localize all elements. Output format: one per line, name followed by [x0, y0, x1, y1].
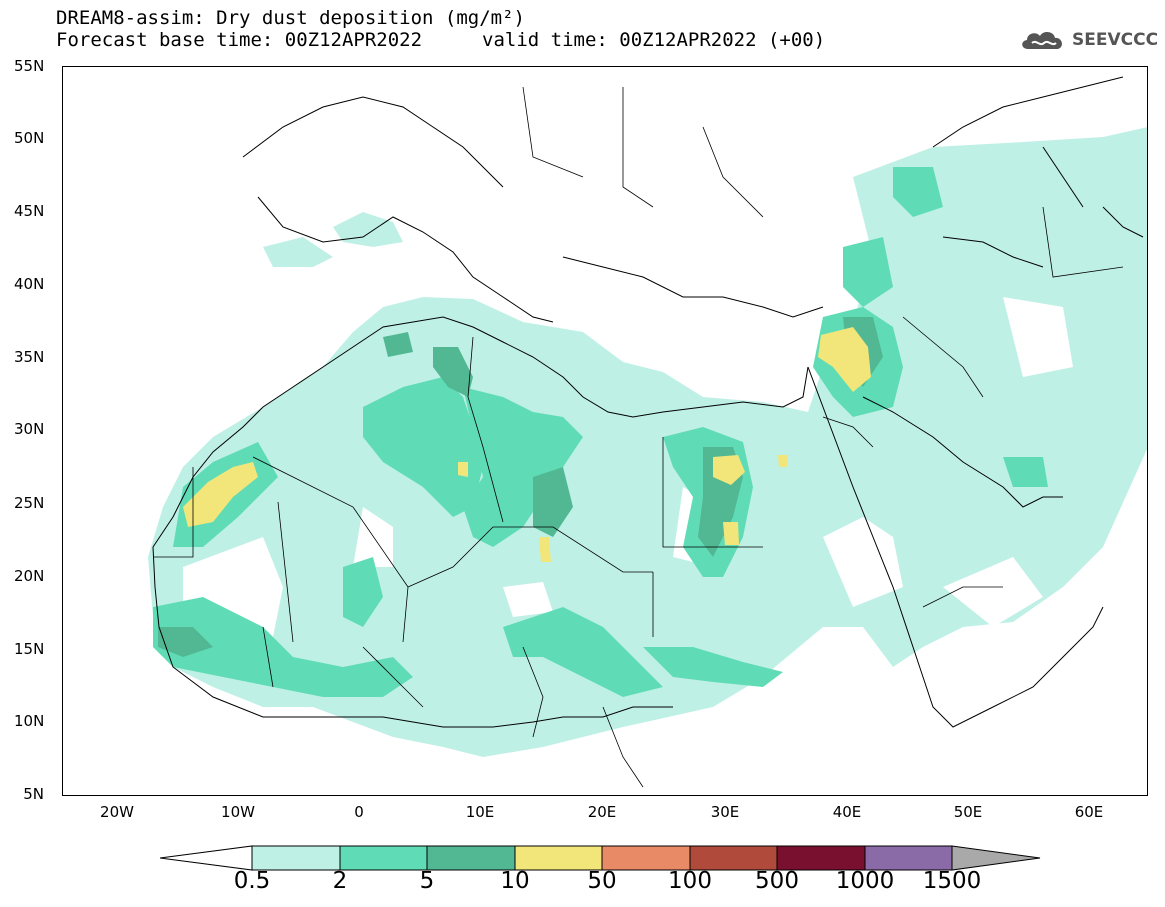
colorbar-segment [426, 845, 516, 871]
colorbar-label: 5 [419, 868, 435, 894]
colorbar-label: 500 [755, 868, 799, 894]
lat-label: 5N [23, 785, 44, 803]
lon-label: 20E [587, 803, 617, 821]
map-svg [148, 76, 1147, 788]
colorbar-segment [689, 845, 778, 871]
borders [153, 86, 1124, 788]
lat-label: 35N [14, 348, 45, 366]
colorbar-low-extend [160, 845, 253, 871]
colorbar-segment [864, 845, 953, 871]
colorbar-label: 0.5 [233, 868, 271, 894]
lat-label: 25N [14, 494, 45, 512]
colorbar-segment [514, 845, 603, 871]
map-title: DREAM8-assim: Dry dust deposition (mg/m²… [56, 7, 525, 29]
colorbar-label: 10 [500, 868, 530, 894]
colorbar-segment [339, 845, 428, 871]
logo-text: SEEVCCC [1072, 30, 1159, 50]
colorbar-segment [601, 845, 691, 871]
coastlines [152, 76, 1144, 728]
lon-label: 60E [1074, 803, 1104, 821]
forecast-base-time: Forecast base time: 00Z12APR2022 [56, 29, 423, 51]
colorbar-label: 100 [668, 868, 712, 894]
lat-label: 15N [14, 640, 45, 658]
colorbar-high-extend [951, 845, 1041, 871]
valid-time: valid time: 00Z12APR2022 (+00) [482, 29, 826, 51]
lon-label: 0 [354, 803, 364, 821]
lat-label: 40N [14, 275, 45, 293]
seevccc-logo: SEEVCCC [1018, 27, 1158, 53]
lat-label: 55N [14, 57, 45, 75]
lat-label: 45N [14, 202, 45, 220]
lat-label: 20N [14, 567, 45, 585]
lat-label: 50N [14, 129, 45, 147]
lon-label: 10E [465, 803, 495, 821]
lon-label: 50E [953, 803, 983, 821]
colorbar [160, 845, 1041, 871]
lon-label: 20W [100, 803, 134, 821]
colorbar-label: 1000 [835, 868, 895, 894]
dust-level-4 [183, 327, 871, 562]
cloud-icon [1022, 32, 1062, 49]
colorbar-segment [776, 845, 866, 871]
lat-label: 30N [14, 420, 45, 438]
colorbar-label: 2 [332, 868, 348, 894]
colorbar-label: 1500 [922, 868, 982, 894]
lon-label: 10W [221, 803, 255, 821]
lon-label: 40E [832, 803, 862, 821]
colorbar-label: 50 [587, 868, 617, 894]
map-area [62, 66, 1148, 796]
lat-label: 10N [14, 712, 45, 730]
lon-label: 30E [710, 803, 740, 821]
colorbar-segment [251, 845, 341, 871]
